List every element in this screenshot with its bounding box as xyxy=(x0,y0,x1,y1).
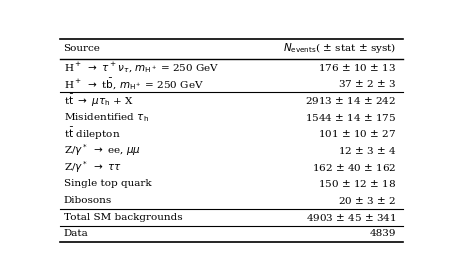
Text: 2913 $\pm$ 14 $\pm$ 242: 2913 $\pm$ 14 $\pm$ 242 xyxy=(305,95,396,106)
Text: 101 $\pm$ 10 $\pm$ 27: 101 $\pm$ 10 $\pm$ 27 xyxy=(318,128,396,139)
Text: 176 $\pm$ 10 $\pm$ 13: 176 $\pm$ 10 $\pm$ 13 xyxy=(318,62,396,73)
Text: H$^+$ $\rightarrow$ t$\bar{\mathrm{b}}$, $m_{\mathrm{H}^+}$ = 250 GeV: H$^+$ $\rightarrow$ t$\bar{\mathrm{b}}$,… xyxy=(63,76,203,92)
Text: 4903 $\pm$ 45 $\pm$ 341: 4903 $\pm$ 45 $\pm$ 341 xyxy=(305,212,396,223)
Text: 1544 $\pm$ 14 $\pm$ 175: 1544 $\pm$ 14 $\pm$ 175 xyxy=(304,112,396,123)
Text: Dibosons: Dibosons xyxy=(63,196,111,205)
Text: t$\bar{\mathrm{t}}$ dilepton: t$\bar{\mathrm{t}}$ dilepton xyxy=(63,126,120,142)
Text: 37 $\pm$ 2 $\pm$ 3: 37 $\pm$ 2 $\pm$ 3 xyxy=(337,78,396,89)
Text: 150 $\pm$ 12 $\pm$ 18: 150 $\pm$ 12 $\pm$ 18 xyxy=(318,178,396,189)
Text: 4839: 4839 xyxy=(369,229,396,238)
Text: 12 $\pm$ 3 $\pm$ 4: 12 $\pm$ 3 $\pm$ 4 xyxy=(337,145,396,156)
Text: Source: Source xyxy=(63,44,100,53)
Text: Data: Data xyxy=(63,229,88,238)
Text: 20 $\pm$ 3 $\pm$ 2: 20 $\pm$ 3 $\pm$ 2 xyxy=(338,195,396,206)
Text: t$\bar{\mathrm{t}}$ $\rightarrow$ $\mu\tau_\mathrm{h}$ + X: t$\bar{\mathrm{t}}$ $\rightarrow$ $\mu\t… xyxy=(63,93,133,109)
Text: H$^+$ $\rightarrow$ $\tau^+\nu_\tau$, $m_{\mathrm{H}^+}$ = 250 GeV: H$^+$ $\rightarrow$ $\tau^+\nu_\tau$, $m… xyxy=(63,60,219,75)
Text: Z/$\gamma^*$ $\rightarrow$ ee, $\mu\mu$: Z/$\gamma^*$ $\rightarrow$ ee, $\mu\mu$ xyxy=(63,143,140,158)
Text: Single top quark: Single top quark xyxy=(63,179,151,188)
Text: Misidentified $\tau_\mathrm{h}$: Misidentified $\tau_\mathrm{h}$ xyxy=(63,111,148,124)
Text: 162 $\pm$ 40 $\pm$ 162: 162 $\pm$ 40 $\pm$ 162 xyxy=(311,162,396,173)
Text: Z/$\gamma^*$ $\rightarrow$ $\tau\tau$: Z/$\gamma^*$ $\rightarrow$ $\tau\tau$ xyxy=(63,159,121,175)
Text: $N_{\mathrm{events}}$( $\pm$ stat $\pm$ syst): $N_{\mathrm{events}}$( $\pm$ stat $\pm$ … xyxy=(283,41,396,55)
Text: Total SM backgrounds: Total SM backgrounds xyxy=(63,213,182,222)
